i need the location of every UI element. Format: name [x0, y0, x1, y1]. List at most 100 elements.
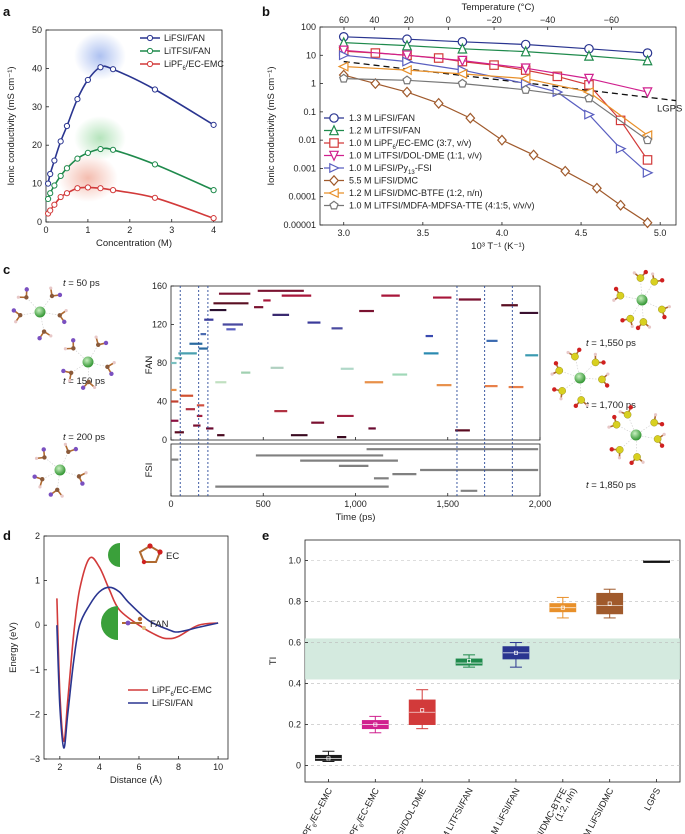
panel-b-point [433, 97, 444, 109]
nitrogen-atom [24, 287, 29, 292]
panel-a-point [151, 86, 159, 93]
hydrogen-atom [64, 308, 68, 313]
panel-b-point [402, 75, 412, 85]
panel-c-snapshot-label: t = 200 ps [63, 432, 105, 443]
panel-a-point [109, 187, 117, 194]
panel-e-ytick-label: 0.6 [288, 638, 301, 648]
panel-b-top-tick-label: −60 [604, 15, 619, 25]
sulfur-atom [577, 396, 586, 404]
sulfur-atom [650, 277, 659, 286]
panel-a-legend-label: LiTFSI/FAN [164, 46, 211, 56]
molecule-cluster [61, 335, 116, 390]
sulfur-atom [626, 314, 635, 323]
nitrogen-atom [73, 446, 79, 452]
oxygen-atom [628, 405, 633, 410]
panel-e-ytick-label: 0.4 [288, 679, 301, 689]
panel-c-snapshot-label: t = 1,850 ps [586, 480, 636, 491]
panel-b-legend-label: 1.0 M LiTFSI/MDFA-MDFSA-TTE (4:1:5, v/v/… [349, 201, 535, 211]
panel-b-point [465, 112, 476, 124]
panel-b-legend-marker [327, 187, 339, 199]
panel-a-green-highlight [74, 116, 126, 160]
panel-a-point [47, 170, 54, 178]
molecule-cluster [607, 405, 666, 466]
oxygen-atom [662, 314, 667, 320]
molecule-cluster [612, 269, 671, 331]
panel-b-xtick-label: 3.0 [337, 228, 350, 238]
lithium-ion [636, 294, 648, 306]
oxygen-atom [552, 387, 557, 392]
carbon-atom [68, 370, 74, 376]
panel-a-ytick-label: 30 [32, 102, 42, 112]
panel-b-point [401, 50, 413, 62]
panel-b-legend-marker [328, 174, 340, 187]
sulfur-atom [555, 366, 564, 375]
molecule-cluster [550, 347, 610, 409]
panel-a-point [84, 184, 92, 191]
panel-a-point [57, 172, 64, 180]
carbon-atom [41, 329, 47, 334]
panel-b-legend-label: 1.0 M LiPF6/EC-EMC (3:7, v/v) [349, 138, 471, 151]
panel-a-xlabel: Concentration (M) [96, 238, 172, 249]
panel-d-xtick-label: 6 [136, 762, 141, 772]
panel-a-legend-marker [146, 60, 154, 68]
carbon-atom [24, 295, 29, 300]
panel-c-snapshot-label: t = 1,550 ps [586, 338, 636, 349]
panel-a-ylabel: Ionic conductivity (mS cm⁻¹) [6, 66, 17, 185]
panel-b-point [584, 109, 596, 120]
panel-a-point [44, 180, 52, 187]
panel-b-point [402, 86, 413, 98]
panel-d-ec-label: EC [166, 551, 179, 562]
carbon-atom [66, 449, 71, 455]
panel-d-xlabel: Distance (Å) [110, 775, 162, 786]
sulfur-atom [612, 420, 621, 429]
panel-e-mean [373, 722, 378, 727]
oxygen-atom [141, 559, 147, 565]
panel-a-xtick-label: 1 [85, 225, 90, 235]
panel-b-ytick-label: 10 [306, 50, 316, 60]
panel-a-legend-label: LiFSI/FAN [164, 33, 205, 43]
panel-c-snapshot-label: t = 150 ps [63, 376, 105, 387]
carbon-atom [137, 616, 143, 622]
panel-b-top-tick-label: 40 [369, 15, 379, 25]
oxygen-atom [609, 447, 614, 452]
panel-b-point [642, 54, 653, 66]
panel-b-point [457, 42, 468, 54]
panel-b-point [642, 155, 653, 165]
panel-a-point [74, 96, 81, 103]
panel-b-legend-label: 1.2 M LiTFSI/FAN [349, 126, 421, 136]
panel-a-point [47, 190, 54, 197]
nitrogen-atom [32, 474, 37, 479]
panel-b-point [337, 61, 349, 72]
panel-a-point [74, 185, 81, 192]
panel-b-legend-marker [328, 124, 340, 136]
panel-b-ytick-label: 0.0001 [288, 192, 316, 202]
lithium-ion [54, 464, 66, 476]
nitrogen-atom [11, 308, 17, 313]
panel-b-point [520, 84, 531, 94]
panel-e-category-label: LGPS [642, 786, 662, 812]
panel-a-point [151, 194, 159, 201]
hydrogen-atom [612, 298, 616, 302]
hydrogen-atom [651, 272, 655, 276]
oxygen-atom [147, 543, 153, 549]
sulfur-atom [650, 418, 658, 427]
panel-d-series-line [56, 556, 219, 743]
panel-b-ytick-label: 0.00001 [283, 220, 316, 230]
nitrogen-atom [103, 340, 109, 346]
panel-b-point [400, 64, 412, 76]
panel-a-point [97, 185, 104, 192]
panel-b-series-line [343, 42, 648, 62]
panel-a-point [84, 149, 92, 156]
nitrogen-atom [80, 481, 85, 486]
panel-e-mean [326, 756, 331, 761]
panel-b-lgps-line [343, 60, 677, 102]
hydrogen-atom [14, 320, 18, 324]
panel-b-legend-marker [328, 150, 340, 162]
sulfur-atom [616, 291, 625, 300]
panel-e-ytick-label: 0.8 [288, 597, 301, 607]
panel-a-point [210, 121, 217, 128]
panel-a-point [63, 165, 71, 172]
nitrogen-atom [57, 292, 63, 298]
panel-b-top-tick-label: 60 [339, 15, 349, 25]
